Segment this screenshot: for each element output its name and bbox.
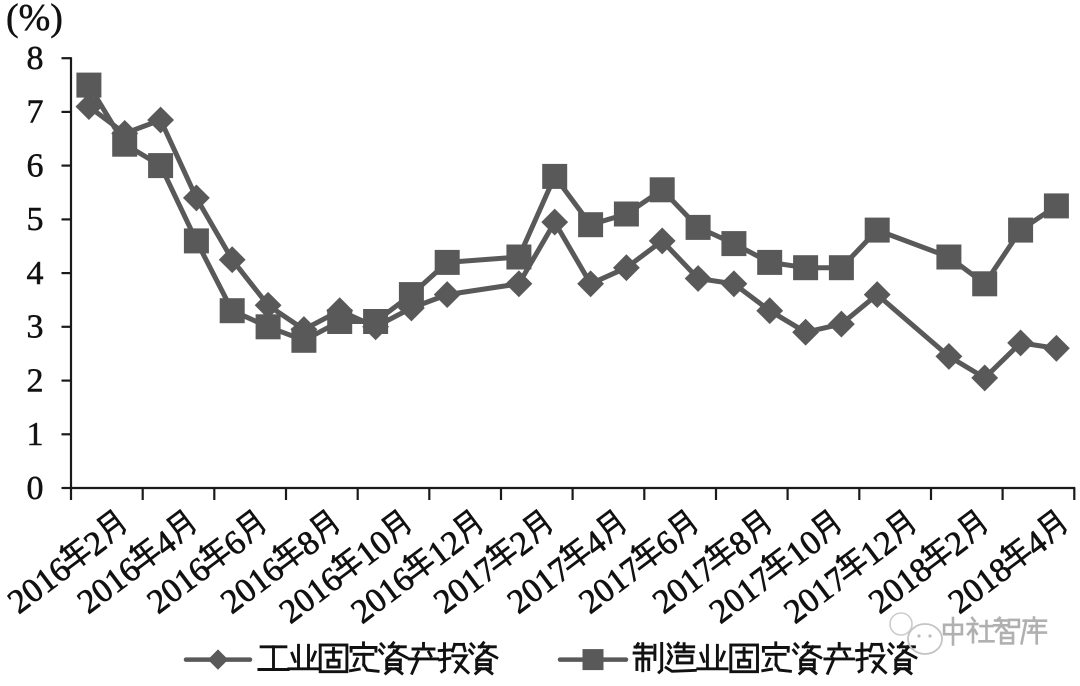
svg-text:(%): (%) [6,0,63,39]
svg-text:3: 3 [27,309,44,346]
svg-text:2: 2 [27,362,44,399]
svg-text:1: 1 [27,416,44,453]
svg-text:0: 0 [27,470,44,507]
svg-text:5: 5 [27,201,44,238]
svg-text:7: 7 [27,94,44,131]
svg-text:8: 8 [27,40,44,77]
svg-text:6: 6 [27,147,44,184]
svg-text:4: 4 [27,255,44,292]
